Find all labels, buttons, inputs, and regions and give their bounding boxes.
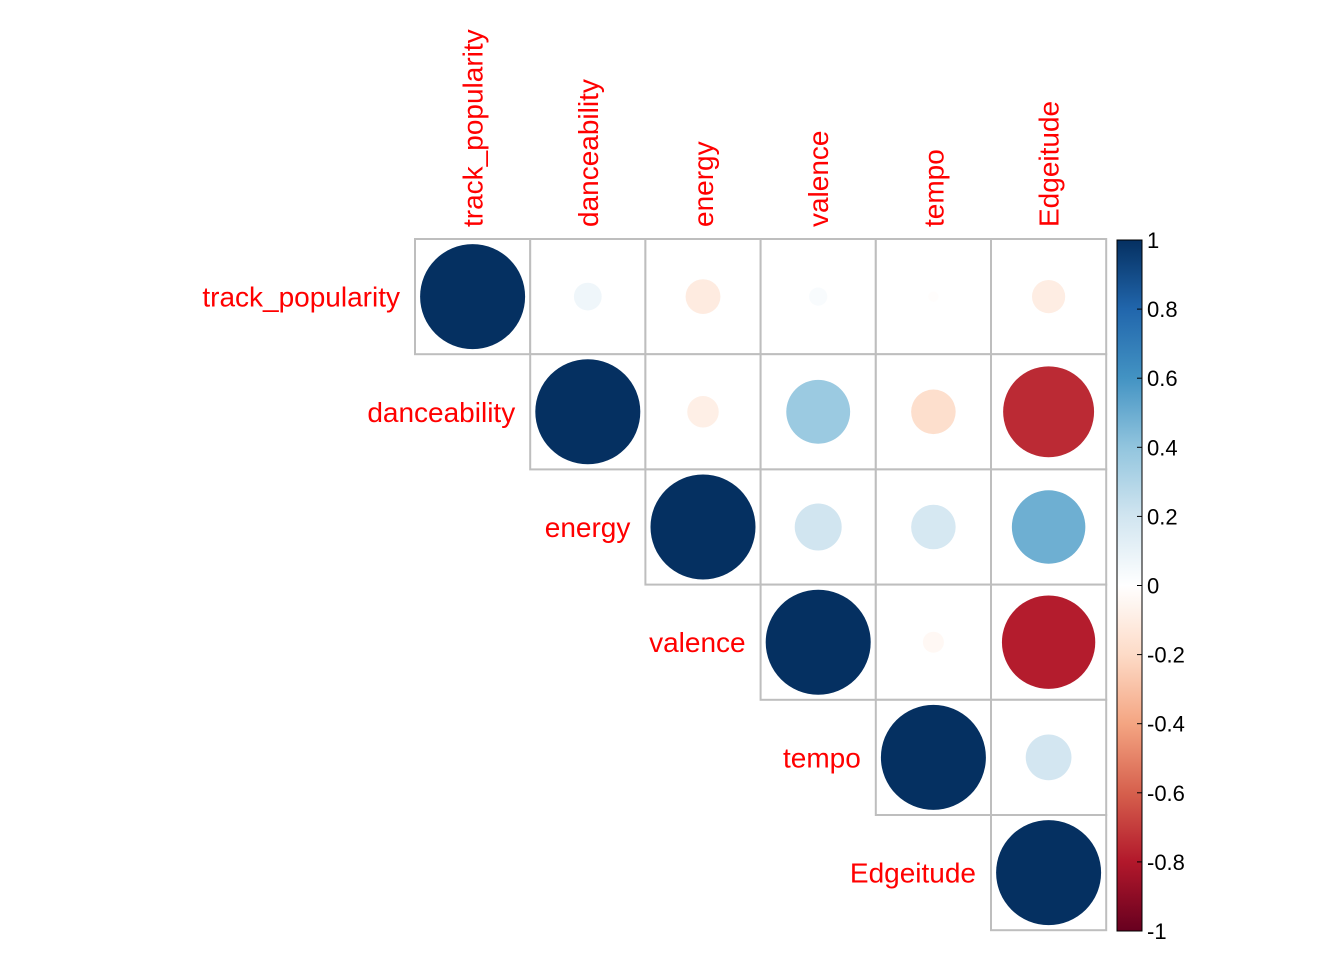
correlation-circle	[1003, 366, 1095, 458]
cell-danceability-danceability	[529, 353, 647, 471]
correlation-circle	[911, 504, 956, 550]
cell-valence-tempo	[874, 583, 992, 701]
colorbar-tick-label: 0.8	[1147, 297, 1178, 322]
correlation-circle	[685, 279, 721, 315]
correlation-circle	[911, 389, 956, 435]
row-label-danceability: danceability	[367, 397, 515, 428]
correlation-circle	[1001, 595, 1096, 689]
correlation-circle	[928, 291, 939, 302]
colorbar-tick-label: -0.4	[1147, 712, 1185, 737]
colorbar: 1 0.8 0.6 0.4 0.2 0 -0.2 -0.4 -0.6 -0.8 -1	[1116, 228, 1185, 944]
correlation-circle	[1011, 490, 1086, 564]
cell-energy-tempo	[874, 468, 992, 586]
matrix-cells	[414, 238, 1108, 932]
correlation-circle	[573, 282, 602, 311]
col-label-Edgeitude: Edgeitude	[1034, 101, 1065, 227]
cell-energy-Edgeitude	[990, 468, 1108, 586]
row-label-tempo: tempo	[783, 742, 861, 773]
correlation-circle	[650, 474, 756, 580]
col-label-valence: valence	[803, 130, 834, 227]
correlation-circle	[922, 631, 944, 653]
correlation-circle	[786, 379, 851, 444]
cell-track_popularity-tempo	[874, 238, 992, 356]
correlation-circle	[880, 704, 986, 810]
cell-valence-Edgeitude	[990, 583, 1108, 701]
row-label-Edgeitude: Edgeitude	[850, 858, 976, 889]
cell-box	[874, 468, 992, 586]
correlation-circle	[1032, 280, 1066, 314]
correlation-circle	[996, 820, 1102, 926]
cell-energy-valence	[759, 468, 877, 586]
colorbar-tick-label: -0.2	[1147, 643, 1185, 668]
cell-track_popularity-track_popularity	[414, 238, 532, 356]
column-labels: track_popularity danceability energy valenc…	[458, 29, 1065, 227]
colorbar-tick-label: -0.6	[1147, 781, 1185, 806]
correlation-circle	[794, 503, 842, 551]
row-label-track_popularity: track_popularity	[202, 282, 400, 313]
colorbar-tick-label: 1	[1147, 228, 1159, 253]
correlation-circle	[809, 287, 828, 306]
colorbar-tick-label: 0	[1147, 574, 1159, 599]
row-label-valence: valence	[649, 627, 746, 658]
cell-danceability-energy	[644, 353, 762, 471]
colorbar-tick-label: -1	[1147, 919, 1167, 944]
cell-Edgeitude-Edgeitude	[990, 814, 1108, 932]
cell-track_popularity-danceability	[529, 238, 647, 356]
cell-valence-valence	[759, 583, 877, 701]
cell-danceability-tempo	[874, 353, 992, 471]
cell-track_popularity-valence	[759, 238, 877, 356]
row-label-energy: energy	[545, 512, 631, 543]
correlation-circle	[420, 244, 526, 350]
cell-energy-energy	[644, 468, 762, 586]
row-labels: track_popularity danceability energy valenc…	[202, 282, 976, 889]
col-label-tempo: tempo	[918, 149, 949, 227]
cell-track_popularity-energy	[644, 238, 762, 356]
correlation-circle	[687, 396, 719, 428]
col-label-danceability: danceability	[573, 79, 604, 227]
col-label-energy: energy	[688, 141, 719, 227]
correlation-circle	[1025, 734, 1072, 781]
cell-track_popularity-Edgeitude	[990, 238, 1108, 356]
correlation-circle	[535, 359, 641, 465]
colorbar-tick-label: -0.8	[1147, 850, 1185, 875]
cell-danceability-Edgeitude	[990, 353, 1108, 471]
cell-danceability-valence	[759, 353, 877, 471]
cell-tempo-Edgeitude	[990, 698, 1108, 816]
cell-tempo-tempo	[874, 698, 992, 816]
cell-box	[644, 353, 762, 471]
col-label-track_popularity: track_popularity	[458, 29, 489, 227]
colorbar-tick-label: 0.2	[1147, 504, 1178, 529]
colorbar-tick-label: 0.6	[1147, 366, 1178, 391]
colorbar-tick-label: 0.4	[1147, 435, 1178, 460]
correlation-circle	[765, 589, 871, 695]
